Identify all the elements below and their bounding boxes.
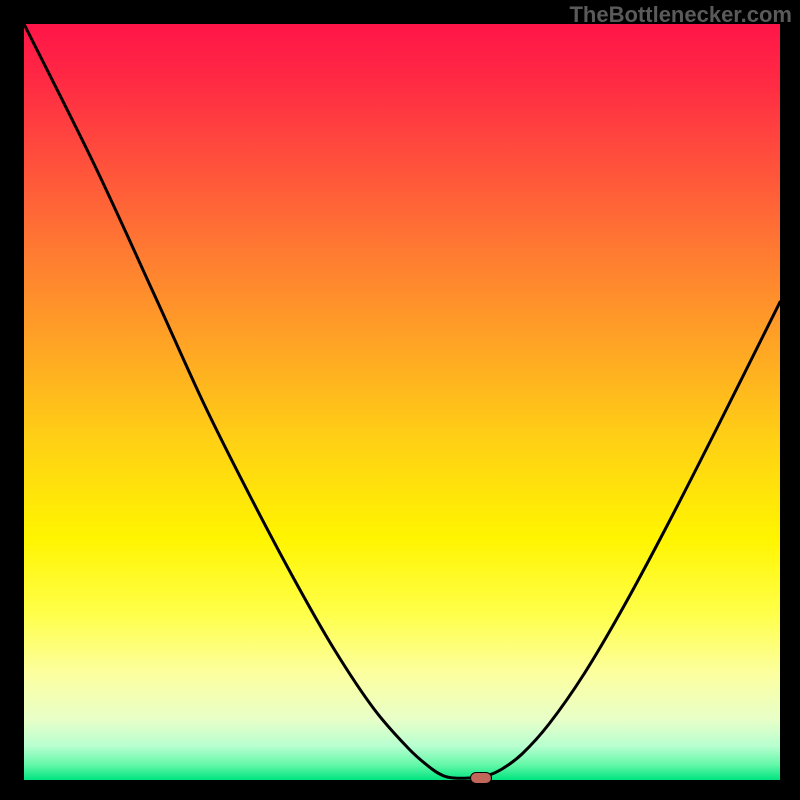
plot-area xyxy=(24,24,780,780)
bottleneck-chart: TheBottlenecker.com xyxy=(0,0,800,800)
bottleneck-curve xyxy=(24,24,780,780)
optimal-marker xyxy=(470,772,492,784)
watermark-text: TheBottlenecker.com xyxy=(569,2,792,28)
curve-path xyxy=(24,24,780,778)
